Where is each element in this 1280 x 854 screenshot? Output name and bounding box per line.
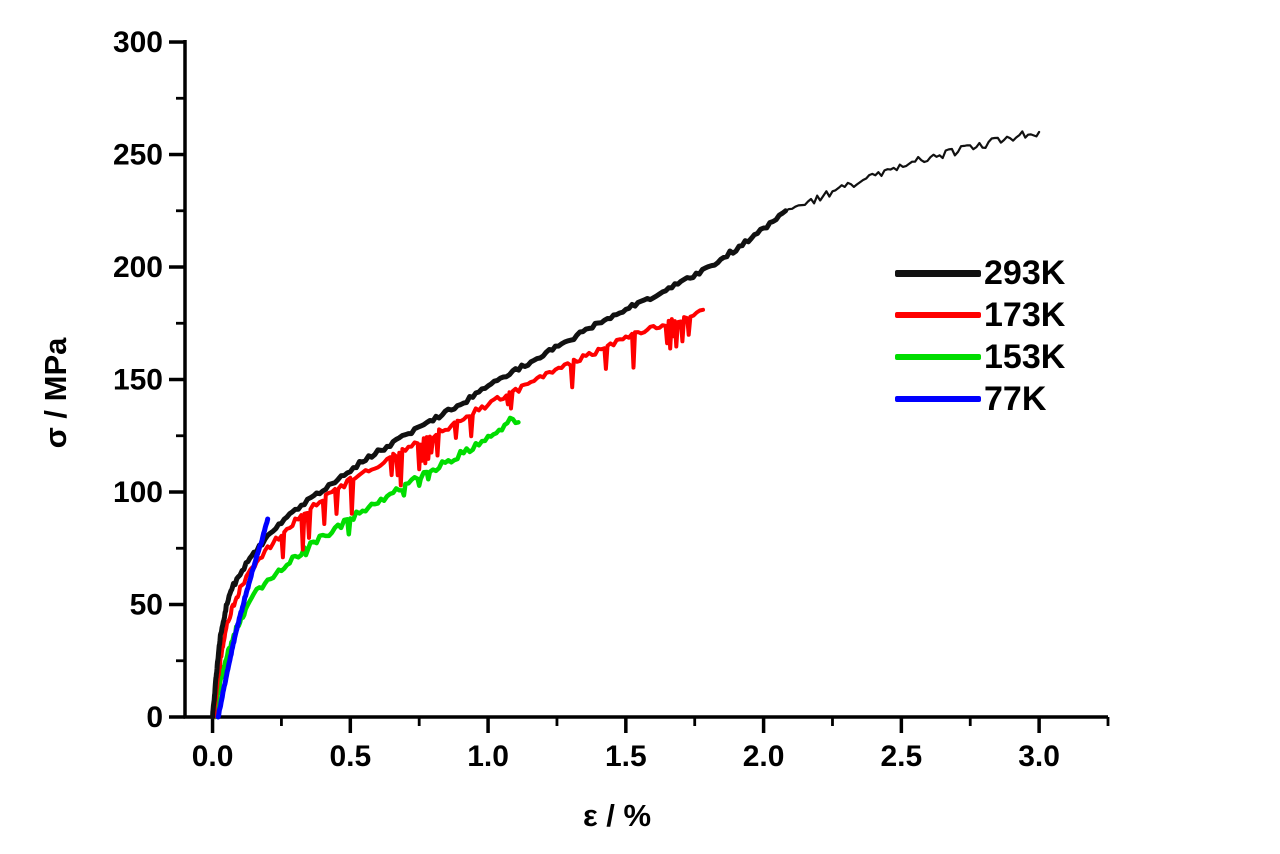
legend-label: 77K (984, 380, 1047, 418)
legend-label: 153K (984, 338, 1066, 376)
legend-item-153K: 153K (895, 336, 1065, 378)
y-tick-label: 50 (130, 589, 163, 622)
x-tick-label: 1.5 (605, 740, 647, 773)
x-axis-title: ε / % (582, 798, 652, 833)
legend-label: 173K (984, 296, 1066, 334)
legend-line-sample (895, 269, 981, 277)
y-tick-label: 150 (113, 364, 163, 397)
y-tick-label: 250 (113, 139, 163, 172)
legend-item-77K: 77K (895, 378, 1065, 420)
x-tick-label: 2.0 (743, 740, 785, 773)
legend-item-173K: 173K (895, 294, 1065, 336)
x-tick-label: 3.0 (1018, 740, 1060, 773)
legend-item-293K: 293K (895, 252, 1065, 294)
y-tick-label: 300 (113, 26, 163, 59)
legend-line-sample (895, 312, 981, 318)
y-axis-title: σ / MPa (38, 337, 73, 449)
x-tick-label: 1.0 (467, 740, 509, 773)
y-tick-label: 0 (146, 701, 163, 734)
legend-line-sample (895, 354, 981, 360)
series-153K-curve (213, 415, 521, 720)
series-293K-curve (210, 208, 789, 720)
legend-line-sample (895, 396, 981, 402)
series-293K-extension-curve (784, 130, 1041, 212)
series-173K-curve (211, 307, 705, 719)
legend: 293K 173K 153K 77K (895, 252, 1065, 420)
legend-label: 293K (984, 254, 1066, 292)
x-tick-label: 0.5 (329, 740, 371, 773)
x-tick-label: 0.0 (192, 740, 234, 773)
x-tick-label: 2.5 (880, 740, 922, 773)
y-tick-label: 200 (113, 251, 163, 284)
y-tick-label: 100 (113, 476, 163, 509)
series-77K-curve (215, 516, 271, 720)
